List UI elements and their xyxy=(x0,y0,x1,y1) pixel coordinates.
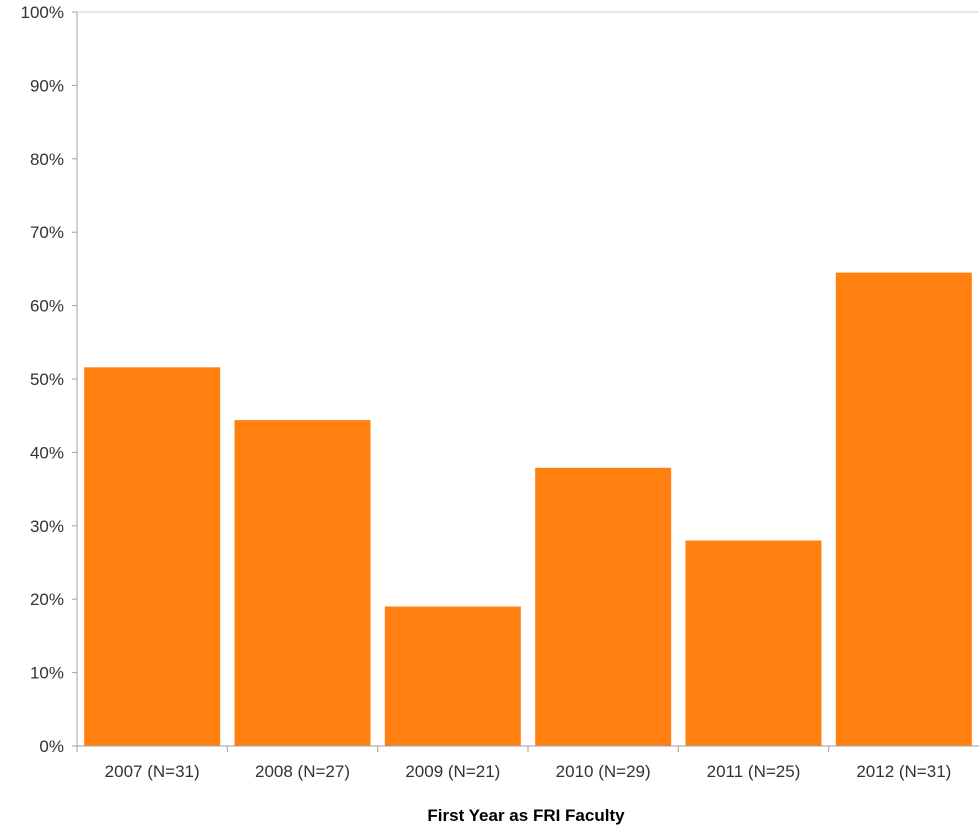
y-tick-label: 10% xyxy=(30,664,64,683)
bar xyxy=(685,540,822,746)
x-tick-label: 2011 (N=25) xyxy=(707,762,801,781)
y-tick-label: 60% xyxy=(30,297,64,316)
y-tick-label: 80% xyxy=(30,150,64,169)
bar xyxy=(835,272,972,746)
bar xyxy=(234,420,371,746)
y-tick-label: 90% xyxy=(30,76,64,95)
y-tick-label: 20% xyxy=(30,590,64,609)
x-tick-label: 2012 (N=31) xyxy=(856,762,951,781)
x-axis: 2007 (N=31) 2008 (N=27) 2009 (N=21) 2010 (N… xyxy=(77,745,979,781)
y-tick-label: 0% xyxy=(39,737,64,756)
y-tick-label: 30% xyxy=(30,517,64,536)
y-tick-label: 50% xyxy=(30,370,64,389)
x-tick-label: 2009 (N=21) xyxy=(405,762,500,781)
bar xyxy=(84,367,221,746)
y-tick-label: 40% xyxy=(30,443,64,462)
y-tick-label: 100% xyxy=(21,3,64,22)
y-axis: 0% 10% 20% 30% 40% 50% 60% 70% 80% 90% 100% xyxy=(21,3,979,756)
x-tick-label: 2007 (N=31) xyxy=(105,762,200,781)
bars xyxy=(84,272,972,746)
bar xyxy=(535,467,672,746)
x-tick-label: 2008 (N=27) xyxy=(255,762,350,781)
x-axis-label: First Year as FRI Faculty xyxy=(427,806,625,825)
x-tick-label: 2010 (N=29) xyxy=(556,762,651,781)
y-tick-label: 70% xyxy=(30,223,64,242)
bar xyxy=(384,606,521,746)
